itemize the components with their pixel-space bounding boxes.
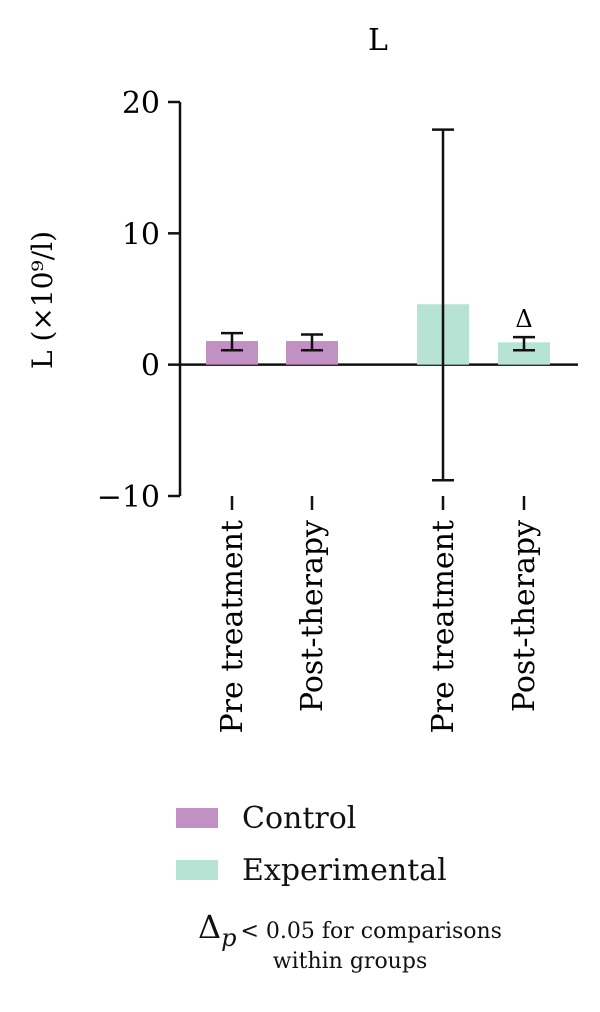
annotations: Δ xyxy=(515,305,532,333)
footnote-text: < 0.05 for comparisons xyxy=(240,919,502,944)
legend-item-experimental: Experimental xyxy=(176,844,447,896)
legend-label-control: Control xyxy=(242,800,357,836)
y-tick-label: 0 xyxy=(141,349,160,384)
footnote-line-1: Δp < 0.05 for comparisons xyxy=(150,911,550,952)
bar xyxy=(498,342,550,365)
x-tick-label: Post-therapy xyxy=(295,520,330,712)
bar xyxy=(206,341,258,365)
error-bars xyxy=(221,128,535,482)
y-tick-label: 10 xyxy=(122,217,160,252)
bars xyxy=(206,304,550,365)
y-tick-label: −10 xyxy=(97,480,160,515)
x-tick-label: Pre treatment xyxy=(426,520,461,734)
bar-chart: L L (×10⁹/l) −10 0 10 20 Pre treatment Post-t… xyxy=(26,23,578,734)
legend-swatch-control xyxy=(176,808,218,828)
footnote: Δp < 0.05 for comparisons within groups xyxy=(150,911,550,977)
tick-labels: −10 0 10 20 Pre treatment Post-therapy Pre tre… xyxy=(97,86,542,734)
x-tick-label: Post-therapy xyxy=(507,520,542,712)
y-axis-label: L (×10⁹/l) xyxy=(26,231,59,369)
significance-annotation: Δ xyxy=(515,305,532,333)
legend-swatch-experimental xyxy=(176,860,218,880)
bar xyxy=(286,341,338,365)
x-tick-label: Pre treatment xyxy=(215,520,250,734)
y-tick-label: 20 xyxy=(122,86,160,121)
legend-label-experimental: Experimental xyxy=(242,852,447,888)
footnote-p-label: p xyxy=(221,924,237,952)
footnote-line-2: within groups xyxy=(272,949,428,974)
chart-title: L xyxy=(368,23,388,58)
legend-item-control: Control xyxy=(176,792,447,844)
legend: Control Experimental xyxy=(176,792,447,896)
footnote-delta-symbol: Δ xyxy=(198,908,222,946)
